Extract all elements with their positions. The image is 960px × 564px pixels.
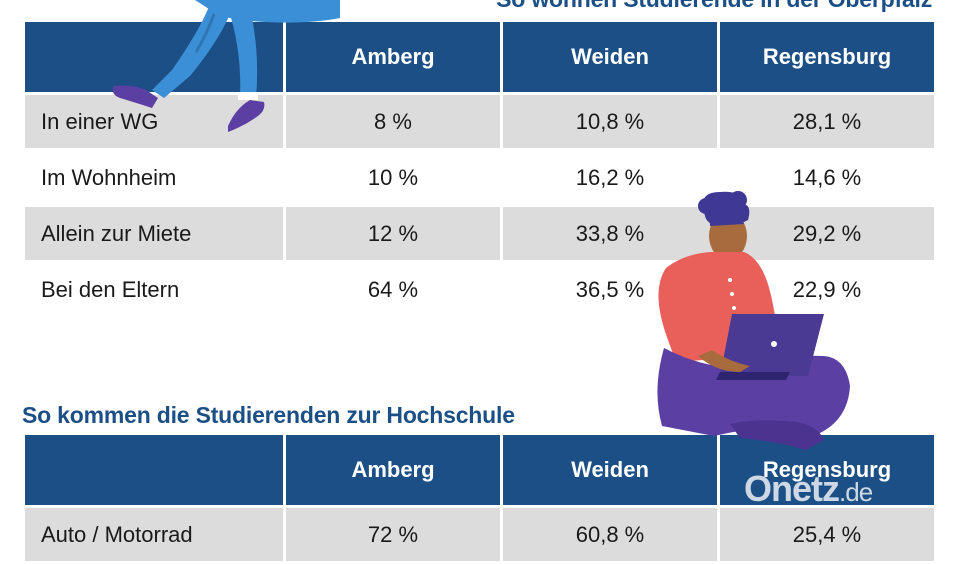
watermark-tld: .de [839,477,873,507]
table-row: Bei den Eltern 64 % 36,5 % 22,9 % [25,263,934,316]
cell-value: 12 % [286,207,500,260]
table-housing: Amberg Weiden Regensburg In einer WG 8 %… [22,19,937,319]
table-header-row: Amberg Weiden Regensburg [25,22,934,92]
cell-value: 10 % [367,164,419,190]
cell-value: 64 % [367,276,419,302]
row-label: Bei den Eltern [41,276,180,302]
cell-value: 33,8 % [503,207,717,260]
header-empty-cell [25,435,283,505]
column-header-weiden: Weiden [503,435,717,505]
cell-value: 10,8 % [503,95,717,148]
column-header-amberg: Amberg [286,22,500,92]
cell-value: 29,2 % [720,207,934,260]
student-laptop-illustration [657,191,850,450]
column-header-regensburg: Regensburg [720,22,934,92]
table-header-row: Amberg Weiden Regensburg [25,435,934,505]
cell-value: 72 % [286,508,500,561]
table-row: Allein zur Miete 12 % 33,8 % 29,2 % [25,207,934,260]
column-header-weiden: Weiden [503,22,717,92]
column-header-regensburg: Regensburg [720,435,934,505]
table2-title: So kommen die Studierenden zur Hochschul… [22,402,515,428]
cell-value: 16,2 % [575,164,645,190]
cell-value: 28,1 % [720,95,934,148]
table-row: In einer WG 8 % 10,8 % 28,1 % [25,95,934,148]
cell-value: 8 % [286,95,500,148]
row-label: Im Wohnheim [41,164,177,190]
table1-title: So wohnen Studierende in der Oberpfalz [496,0,932,13]
table-row: Auto / Motorrad 72 % 60,8 % 25,4 % [25,508,934,561]
table-row: Im Wohnheim 10 % 16,2 % 14,6 % [25,151,934,204]
cell-value: 60,8 % [503,508,717,561]
cell-value: 25,4 % [720,508,934,561]
column-header-amberg: Amberg [286,435,500,505]
watermark-brand: Onetz [744,468,840,509]
cell-value: 14,6 % [792,164,862,190]
row-label: Allein zur Miete [25,207,283,260]
cell-value: 36,5 % [575,276,645,302]
cell-value: 22,9 % [792,276,862,302]
onetz-watermark: Onetz.de [744,468,873,510]
row-label: Auto / Motorrad [25,508,283,561]
student-legs-illustration [112,0,340,132]
